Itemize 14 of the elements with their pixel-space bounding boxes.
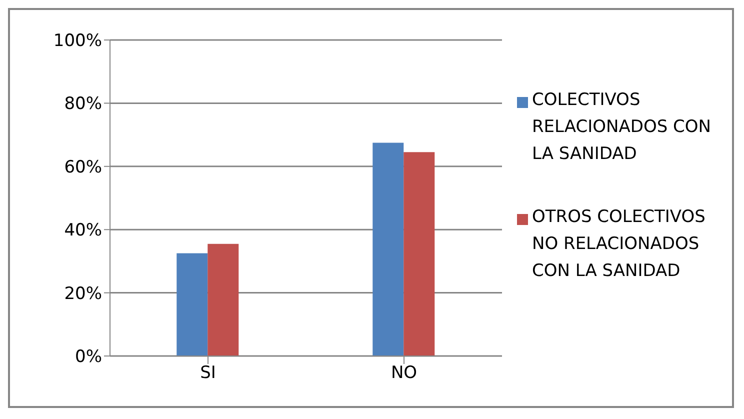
bar xyxy=(176,253,208,356)
y-tick-label: 60% xyxy=(64,157,102,178)
x-tick-label: NO xyxy=(390,363,418,384)
y-tick-label: 80% xyxy=(64,94,102,114)
bar xyxy=(372,142,404,356)
y-tick-label: 40% xyxy=(64,220,102,241)
legend-label: COLECTIVOS RELACIONADOS CON LA SANIDAD xyxy=(532,89,712,166)
bar xyxy=(208,244,239,356)
y-tick-label: 20% xyxy=(64,284,102,304)
y-tick-label: 0% xyxy=(75,347,102,368)
x-tick-label: SI xyxy=(200,363,216,384)
bar xyxy=(404,152,435,356)
y-tick-label: 100% xyxy=(53,31,102,52)
legend-label: OTROS COLECTIVOS NO RELACIONADOS CON LA SANIDAD xyxy=(532,206,706,283)
